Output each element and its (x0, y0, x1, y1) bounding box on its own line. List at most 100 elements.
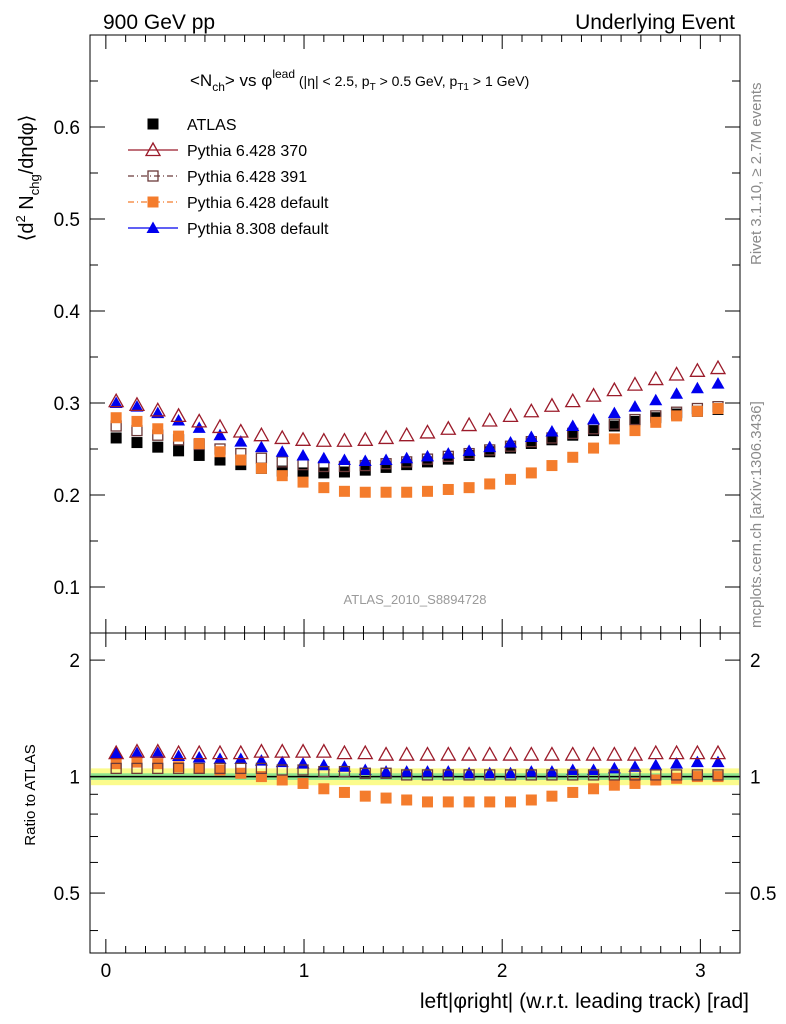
ratio-point (297, 764, 309, 776)
main-point (566, 419, 580, 431)
legend-item: Pythia 6.428 370 (128, 141, 307, 160)
ratio-point (523, 746, 540, 761)
main-point (463, 482, 475, 494)
main-point (128, 396, 146, 411)
ratio-series-pythia-6-428-370 (108, 743, 727, 761)
main-point (276, 456, 288, 468)
ratio-point (504, 766, 518, 779)
main-point (358, 454, 372, 466)
legend-item: ATLAS (147, 117, 237, 134)
ratio-point (606, 746, 623, 761)
main-point (400, 451, 414, 464)
main-point (254, 440, 268, 453)
main-point (441, 447, 455, 459)
main-point (647, 370, 664, 386)
ratio-y-tick-label: 2 (69, 651, 80, 672)
ratio-point (338, 765, 351, 778)
main-point (419, 424, 436, 439)
main-point (420, 449, 434, 462)
ratio-point (315, 743, 332, 758)
ratio-point (629, 769, 641, 781)
ratio-point (647, 744, 664, 760)
main-point (481, 412, 498, 427)
ratio-point (214, 764, 226, 776)
ratio-point (401, 769, 413, 781)
main-point (152, 441, 164, 453)
ratio-point (502, 746, 519, 761)
main-point (668, 366, 685, 381)
ratio-y-tick-label: 1 (69, 768, 80, 789)
main-point (214, 454, 226, 466)
ratio-point (628, 760, 642, 772)
ratio-point (398, 746, 415, 761)
legend-item: Pythia 6.428 default (128, 195, 329, 212)
main-point (172, 413, 186, 426)
y-tick-label: 0.1 (54, 578, 80, 599)
ratio-point (276, 774, 288, 786)
ratio-point (379, 765, 393, 777)
ratio-point (484, 769, 496, 781)
main-point (338, 485, 350, 497)
ratio-point (192, 751, 206, 763)
x-tick-label: 0 (101, 961, 112, 982)
main-point (525, 437, 537, 449)
ratio-point (359, 767, 371, 779)
ratio-point (274, 743, 291, 758)
legend-item: Pythia 8.308 default (128, 221, 329, 238)
main-point (525, 467, 537, 479)
main-point (211, 418, 229, 434)
main-point (379, 453, 393, 466)
ratio-y-tick-label: 0.5 (54, 884, 80, 905)
main-series-pythia-6-428-370 (108, 359, 727, 447)
ratio-y-tick-label-right: 2 (750, 651, 761, 672)
ratio-point (109, 746, 123, 759)
ratio-point (193, 762, 205, 774)
ratio-point (691, 771, 703, 783)
main-point (524, 430, 538, 443)
ratio-point (668, 744, 685, 760)
header-left: 900 GeV pp (103, 11, 215, 34)
main-point (401, 459, 413, 471)
ratio-point (170, 744, 187, 760)
ratio-point (214, 762, 226, 775)
main-point (523, 402, 540, 418)
main-point (588, 442, 600, 454)
ratio-point (546, 769, 558, 781)
main-point (294, 431, 312, 446)
main-point (317, 451, 331, 464)
x-axis-title: left|φright| (w.r.t. leading track) [rad… (420, 990, 749, 1013)
ratio-point (626, 746, 644, 761)
main-point (401, 486, 413, 498)
main-point (546, 460, 558, 472)
ratio-point (441, 765, 455, 777)
main-point (170, 407, 187, 423)
ratio-point (421, 769, 434, 781)
y-tick-label: 0.6 (54, 118, 80, 139)
ratio-point (689, 744, 706, 760)
ratio-point (255, 762, 268, 775)
ratio-point (193, 762, 205, 775)
ratio-point (338, 786, 350, 798)
ratio-point (504, 769, 517, 781)
main-point (585, 387, 602, 402)
ratio-point (317, 758, 331, 771)
ratio-point (505, 796, 517, 808)
main-point (421, 456, 433, 468)
ratio-point (712, 771, 724, 783)
main-point (130, 400, 144, 412)
main-point (670, 387, 684, 399)
main-point (152, 423, 164, 435)
main-point (110, 432, 122, 444)
main-point (337, 453, 351, 466)
ratio-point (152, 762, 164, 775)
ratio-point (336, 744, 353, 760)
ratio-point (130, 746, 144, 759)
main-point (255, 462, 267, 474)
ratio-point (420, 765, 434, 777)
ratio-point (671, 772, 683, 784)
ratio-point (711, 755, 725, 768)
main-point (336, 432, 353, 447)
main-point (296, 448, 310, 461)
ratio-y-tick-label-right: 1 (750, 768, 761, 789)
main-point (377, 429, 395, 445)
